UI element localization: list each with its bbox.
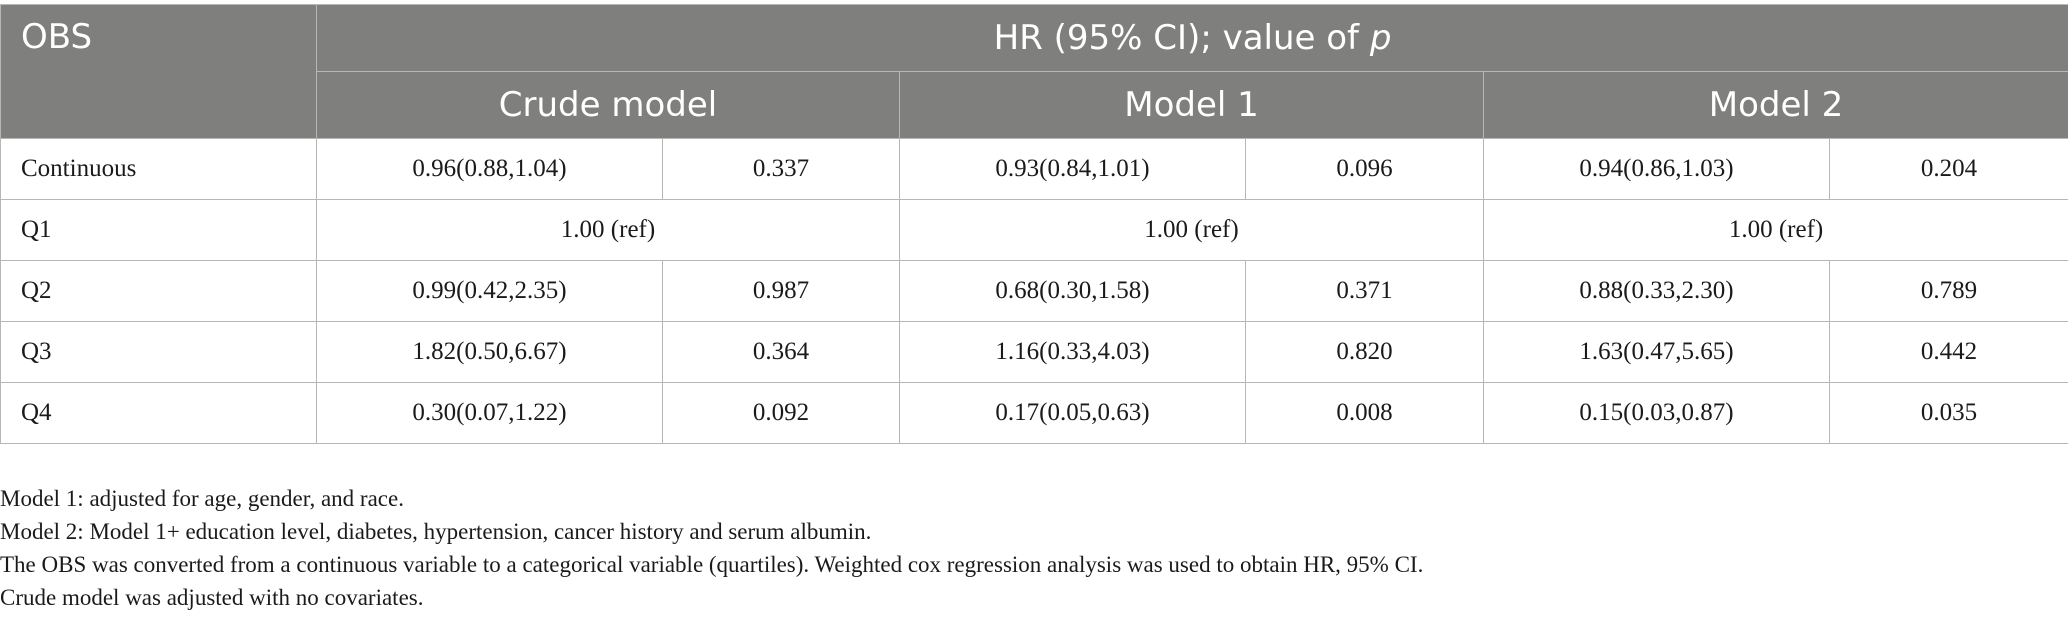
crude-p-cell: 0.364 <box>662 321 900 383</box>
model1-hr-cell: 0.93(0.84,1.01) <box>899 138 1246 200</box>
model2-p-cell: 0.789 <box>1828 260 2068 322</box>
crude-p-cell: 0.987 <box>662 260 900 322</box>
header-row-models: Crude model Model 1 Model 2 <box>1 71 2068 139</box>
results-table-container: OBS HR (95% CI); value of p Crude model … <box>0 4 2068 444</box>
row-label: Q3 <box>0 321 317 383</box>
row-label: Continuous <box>0 138 317 200</box>
crude-hr-cell: 0.96(0.88,1.04) <box>316 138 663 200</box>
model2-p-cell: 0.442 <box>1828 321 2068 383</box>
model1-hr-cell: 0.68(0.30,1.58) <box>899 260 1246 322</box>
model2-hr-cell: 0.88(0.33,2.30) <box>1483 260 1830 322</box>
row-label: Q4 <box>0 382 317 444</box>
model2-p-cell: 0.035 <box>1828 382 2068 444</box>
header-model-2: Model 2 <box>1482 71 2068 139</box>
model2-hr-cell: 1.63(0.47,5.65) <box>1483 321 1830 383</box>
table-row-q3: Q3 1.82(0.50,6.67) 0.364 1.16(0.33,4.03)… <box>0 321 2068 383</box>
header-model-1: Model 1 <box>899 71 1484 139</box>
header-p-symbol: p <box>1369 18 1392 58</box>
table-row-q2: Q2 0.99(0.42,2.35) 0.987 0.68(0.30,1.58)… <box>0 260 2068 322</box>
table-footnotes: Model 1: adjusted for age, gender, and r… <box>0 482 2068 614</box>
model1-hr-cell: 0.17(0.05,0.63) <box>899 382 1246 444</box>
hazard-ratio-table: OBS HR (95% CI); value of p Crude model … <box>0 4 2068 444</box>
row-label: Q2 <box>0 260 317 322</box>
header-obs: OBS <box>0 4 317 139</box>
crude-hr-cell: 0.30(0.07,1.22) <box>316 382 663 444</box>
model1-p-cell: 0.371 <box>1245 260 1484 322</box>
crude-p-cell: 0.092 <box>662 382 900 444</box>
model1-p-cell: 0.008 <box>1245 382 1484 444</box>
crude-p-cell: 0.337 <box>662 138 900 200</box>
footnote-model-2: Model 2: Model 1+ education level, diabe… <box>0 519 872 544</box>
table-row-continuous: Continuous 0.96(0.88,1.04) 0.337 0.93(0.… <box>0 138 2068 200</box>
header-crude-model: Crude model <box>316 71 900 139</box>
header-hr-group-label: HR (95% CI); value of <box>993 18 1370 58</box>
header-hr-group: HR (95% CI); value of p <box>315 4 2068 72</box>
footnote-crude-model: Crude model was adjusted with no covaria… <box>0 585 424 610</box>
table-header: OBS HR (95% CI); value of p Crude model … <box>0 4 2068 139</box>
model2-hr-cell: 0.94(0.86,1.03) <box>1483 138 1830 200</box>
footnote-model-1: Model 1: adjusted for age, gender, and r… <box>0 486 404 511</box>
header-row-group: OBS HR (95% CI); value of p <box>0 4 2068 139</box>
crude-hr-cell: 0.99(0.42,2.35) <box>316 260 663 322</box>
table-row-q4: Q4 0.30(0.07,1.22) 0.092 0.17(0.05,0.63)… <box>0 382 2068 444</box>
model1-hr-cell: 1.16(0.33,4.03) <box>899 321 1246 383</box>
model1-ref-cell: 1.00 (ref) <box>899 199 1484 261</box>
crude-ref-cell: 1.00 (ref) <box>316 199 900 261</box>
crude-hr-cell: 1.82(0.50,6.67) <box>316 321 663 383</box>
model1-p-cell: 0.820 <box>1245 321 1484 383</box>
table-body: Continuous 0.96(0.88,1.04) 0.337 0.93(0.… <box>0 138 2068 444</box>
model1-p-cell: 0.096 <box>1245 138 1484 200</box>
model2-p-cell: 0.204 <box>1828 138 2068 200</box>
model2-hr-cell: 0.15(0.03,0.87) <box>1483 382 1830 444</box>
table-row-q1: Q1 1.00 (ref) 1.00 (ref) 1.00 (ref) <box>0 199 2068 261</box>
footnote-obs-conversion: The OBS was converted from a continuous … <box>0 552 1424 577</box>
model2-ref-cell: 1.00 (ref) <box>1482 199 2068 261</box>
row-label: Q1 <box>0 199 317 261</box>
